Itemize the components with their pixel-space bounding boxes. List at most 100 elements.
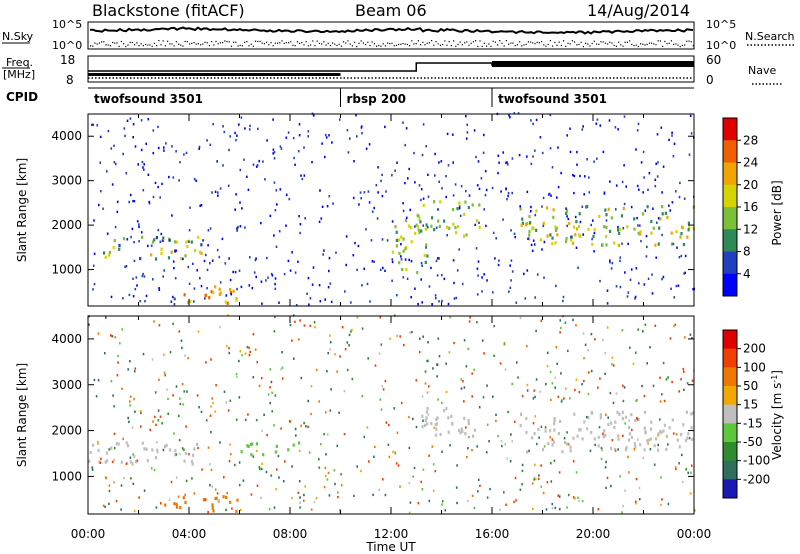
heatmap-cell [346, 129, 349, 132]
heatmap-cell [404, 181, 406, 185]
heatmap-cell [231, 507, 233, 510]
heatmap-cell [304, 485, 306, 488]
nsearch-dot [233, 41, 235, 43]
heatmap-cell [283, 272, 286, 276]
heatmap-cell [402, 209, 405, 213]
heatmap-cell [529, 221, 532, 225]
heatmap-cell [230, 452, 232, 456]
heatmap-cell [361, 395, 363, 398]
heatmap-cell [125, 441, 128, 445]
heatmap-cell [456, 464, 458, 467]
heatmap-cell [214, 488, 217, 491]
heatmap-cell [171, 214, 173, 217]
heatmap-cell [145, 294, 148, 298]
heatmap-cell [417, 302, 419, 306]
heatmap-cell [186, 245, 189, 249]
nsearch-dot [499, 40, 501, 42]
heatmap-cell [447, 416, 450, 420]
heatmap-cell [600, 446, 603, 450]
heatmap-cell [344, 348, 347, 351]
heatmap-cell [114, 225, 117, 229]
heatmap-cell [465, 426, 467, 429]
heatmap-cell [294, 427, 297, 431]
heatmap-cell [637, 231, 640, 235]
heatmap-cell [581, 437, 584, 441]
heatmap-cell [526, 344, 528, 348]
heatmap-cell [108, 489, 111, 493]
heatmap-cell [175, 150, 177, 153]
nsearch-dot [666, 43, 668, 45]
nsearch-dot [541, 41, 543, 43]
heatmap-cell [543, 445, 546, 448]
heatmap-cell [138, 223, 140, 226]
heatmap-cell [634, 500, 637, 503]
heatmap-cell [229, 500, 232, 504]
nsearch-dot [116, 42, 118, 44]
heatmap-cell [690, 471, 692, 474]
heatmap-cell [550, 462, 552, 465]
heatmap-cell [528, 215, 531, 219]
heatmap-cell [108, 448, 110, 451]
nsearch-dot [444, 40, 446, 42]
heatmap-cell [224, 262, 227, 265]
heatmap-cell [361, 327, 364, 330]
heatmap-cell [175, 249, 177, 252]
heatmap-cell [549, 233, 552, 237]
heatmap-cell [141, 274, 144, 278]
heatmap-cell [615, 392, 618, 395]
nsearch-dot [189, 43, 191, 45]
heatmap-cell [99, 161, 102, 164]
heatmap-cell [405, 216, 408, 219]
nsearch-dot [626, 41, 628, 43]
heatmap-cell [680, 232, 683, 236]
heatmap-cell [313, 500, 316, 504]
heatmap-cell [416, 271, 419, 275]
heatmap-cell [411, 330, 413, 334]
nsearch-dot [466, 41, 468, 43]
heatmap-cell [181, 383, 184, 386]
heatmap-cell [210, 405, 212, 408]
heatmap-cell [665, 434, 668, 438]
heatmap-cell [579, 174, 581, 178]
nsearch-dot [640, 43, 642, 45]
heatmap-cell [574, 497, 576, 500]
heatmap-cell [148, 200, 150, 204]
heatmap-cell [153, 238, 156, 242]
heatmap-cell [485, 451, 488, 454]
heatmap-cell [120, 508, 122, 511]
heatmap-cell [152, 129, 155, 132]
heatmap-cell [622, 206, 625, 210]
heatmap-cell [578, 499, 580, 503]
heatmap-cell [219, 325, 221, 329]
heatmap-cell [463, 234, 466, 238]
heatmap-cell [105, 451, 108, 455]
heatmap-cell [662, 361, 665, 365]
heatmap-cell [477, 160, 480, 163]
nsearch-dot [285, 42, 287, 44]
heatmap-cell [427, 385, 430, 388]
nsearch-dot [571, 40, 573, 42]
nsearch-dot [362, 42, 364, 44]
heatmap-cell [557, 146, 559, 149]
heatmap-cell [599, 279, 601, 283]
heatmap-cell [216, 248, 219, 252]
heatmap-cell [200, 410, 203, 414]
heatmap-cell [239, 350, 242, 353]
heatmap-cell [570, 235, 572, 239]
heatmap-cell [605, 234, 608, 238]
heatmap-cell [414, 231, 417, 235]
heatmap-cell [239, 201, 241, 204]
heatmap-cell [466, 456, 468, 459]
nsearch-dot [424, 44, 426, 46]
heatmap-cell [638, 486, 641, 490]
heatmap-cell [207, 229, 210, 232]
heatmap-cell [142, 352, 145, 356]
heatmap-cell [150, 244, 153, 247]
heatmap-cell [493, 354, 495, 357]
nsearch-dot [648, 42, 650, 44]
heatmap-cell [351, 328, 353, 332]
heatmap-cell [311, 160, 313, 164]
heatmap-cell [178, 414, 180, 418]
heatmap-cell [551, 236, 554, 240]
nsearch-dot [158, 40, 160, 42]
